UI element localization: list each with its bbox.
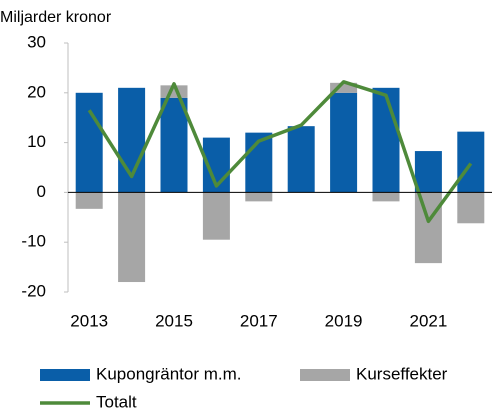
legend-label: Totalt — [96, 392, 137, 411]
legend-label: Kurseffekter — [356, 364, 448, 383]
y-tick-label: -10 — [21, 232, 46, 251]
y-axis-title: Miljarder kronor — [0, 9, 112, 26]
bar — [160, 97, 188, 193]
x-tick-label: 2015 — [155, 311, 193, 330]
bar — [287, 126, 315, 193]
bar — [372, 192, 400, 202]
y-tick-label: -20 — [21, 281, 46, 300]
bar — [245, 192, 273, 202]
bar — [372, 87, 400, 193]
x-tick-label: 2013 — [70, 311, 108, 330]
y-tick-label: 10 — [27, 132, 46, 151]
y-tick-label: 30 — [27, 32, 46, 51]
x-tick-label: 2021 — [409, 311, 447, 330]
legend-swatch — [300, 369, 350, 381]
y-tick-label: 20 — [27, 82, 46, 101]
bar — [330, 82, 358, 93]
x-tick-label: 2019 — [325, 311, 363, 330]
legend-swatch — [40, 369, 90, 381]
bar — [118, 192, 146, 283]
y-tick-label: 0 — [37, 182, 46, 201]
line — [87, 80, 473, 224]
x-tick-label: 2017 — [240, 311, 278, 330]
bar — [414, 151, 442, 193]
bar — [75, 192, 103, 209]
bar — [75, 92, 103, 193]
bar — [457, 192, 485, 224]
bar — [330, 92, 358, 193]
bar — [457, 131, 485, 193]
bar — [414, 192, 442, 264]
bar — [202, 192, 230, 240]
legend-label: Kupongräntor m.m. — [96, 364, 242, 383]
